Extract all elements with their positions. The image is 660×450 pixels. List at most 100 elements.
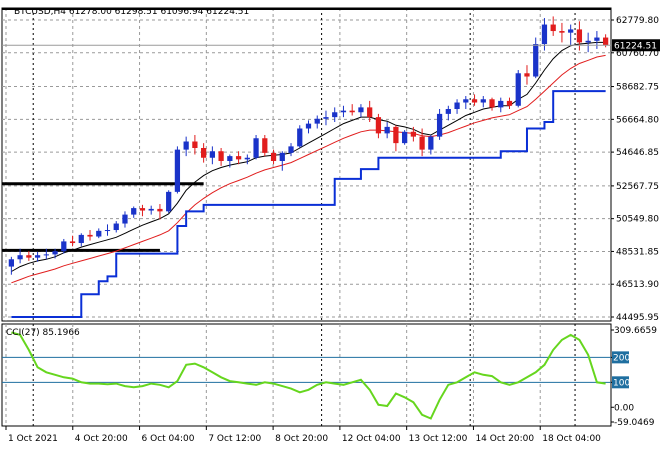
candle-bearish: [410, 131, 416, 137]
candle-bullish: [244, 157, 250, 160]
chart-title: BTCUSD,H4 61278.00 61298.51 61096.94 612…: [14, 7, 249, 17]
candle-bearish: [192, 141, 198, 148]
candle-bullish: [17, 255, 23, 260]
cci-level-label: 200: [613, 353, 630, 363]
cci-tick-label: 0.00: [614, 403, 634, 413]
candle-bullish: [34, 255, 41, 258]
time-tick-label: 7 Oct 12:00: [208, 434, 261, 444]
candle-bullish: [174, 149, 181, 192]
candle-bearish: [559, 31, 565, 33]
time-tick-label: 18 Oct 04:00: [542, 434, 601, 444]
candle-bullish: [568, 29, 574, 33]
candle-bullish: [436, 113, 443, 137]
candle-bullish: [323, 117, 329, 119]
candle-bearish: [201, 147, 207, 158]
candle-bearish: [69, 241, 76, 244]
candle-bullish: [113, 223, 119, 231]
candle-bullish: [122, 214, 128, 224]
trailing-stop-line: [11, 90, 606, 319]
candle-bullish: [148, 208, 154, 211]
cci-tick-label: 309.6659: [614, 326, 657, 336]
price-tick-label: 56664.80: [616, 115, 659, 125]
candle-bullish: [463, 99, 469, 103]
candle-bearish: [506, 100, 513, 106]
price-tick-label: 50549.80: [616, 215, 659, 225]
candle-bearish: [393, 126, 399, 144]
candle-bullish: [594, 37, 600, 41]
candle-bearish: [419, 136, 425, 150]
candle-bullish: [183, 141, 189, 150]
time-tick-label: 12 Oct 04:00: [342, 434, 401, 444]
candle-bullish: [279, 152, 285, 161]
candle-bearish: [262, 138, 268, 153]
candle-bullish: [515, 73, 521, 106]
candle-bullish: [78, 234, 84, 244]
candle-bullish: [8, 259, 14, 267]
candle-bearish: [218, 151, 224, 161]
candle-bullish: [340, 110, 347, 113]
candle-bullish: [305, 123, 312, 129]
candle-bearish: [603, 37, 609, 46]
candle-bullish: [209, 151, 215, 158]
candle-bearish: [375, 117, 382, 134]
candle-bearish: [139, 208, 146, 211]
price-tick-label: 52567.75: [616, 182, 659, 192]
candle-bullish: [297, 128, 303, 147]
cci-panel: 309.6659 200 100 0.00 -59.0469: [1, 323, 657, 428]
time-tick-label: 13 Oct 12:00: [409, 434, 468, 444]
candle-bearish: [550, 24, 556, 32]
candle-bullish: [480, 99, 486, 103]
candle-bullish: [104, 230, 111, 232]
candle-bullish: [454, 102, 460, 110]
cci-title: CCI(27) 85.1966: [6, 328, 80, 338]
cci-line: [11, 331, 606, 420]
price-tick-label: 54646.85: [616, 148, 659, 158]
candle-bullish: [533, 44, 539, 77]
ema-slow-line: [11, 54, 606, 284]
candle-bearish: [270, 152, 277, 161]
candle-bullish: [498, 100, 504, 108]
time-tick-label: 14 Oct 20:00: [475, 434, 534, 444]
current-price-badge: [612, 39, 660, 52]
candle-bearish: [524, 73, 530, 77]
candle-bullish: [166, 191, 172, 212]
candle-bullish: [43, 254, 49, 256]
candle-bullish: [402, 131, 408, 144]
price-tick-label: 48531.85: [616, 247, 659, 257]
ema-fast-line: [11, 41, 606, 272]
candle-bullish: [314, 118, 320, 124]
candle-bullish: [332, 112, 338, 118]
candle-bearish: [471, 99, 478, 103]
price-tick-label: 46513.90: [616, 280, 659, 290]
price-tick-label: 62779.80: [616, 16, 659, 26]
candle-bullish: [585, 40, 591, 43]
candle-bullish: [61, 241, 67, 252]
candle-bullish: [428, 136, 434, 150]
time-tick-label: 8 Oct 20:00: [275, 434, 328, 444]
price-tick-label: 44495.95: [616, 313, 659, 323]
price-tick-label: 60760.70: [616, 49, 659, 59]
candle-bearish: [235, 156, 242, 160]
time-axis: 1 Oct 2021 4 Oct 20:00 6 Oct 04:00 7 Oct 12…: [5, 426, 601, 444]
candle-bearish: [26, 255, 32, 258]
candle-bullish: [541, 24, 548, 45]
candle-bullish: [384, 126, 390, 134]
candle-bullish: [96, 230, 102, 237]
price-panel: 62779.80 60760.70 58682.75 56664.80 54646.85…: [1, 7, 660, 323]
cci-level-badge: [612, 376, 629, 389]
candle-bearish: [576, 29, 583, 43]
candle-bullish: [358, 107, 364, 113]
price-tick-label: 58682.75: [616, 83, 659, 93]
time-tick-label: 6 Oct 04:00: [142, 434, 195, 444]
cci-panel-frame: [1, 323, 612, 427]
candle-bearish: [489, 99, 495, 108]
candle-bullish: [52, 251, 58, 255]
cci-tick-label: -59.0469: [614, 418, 655, 428]
candle-bullish: [227, 156, 233, 161]
time-tick-label: 1 Oct 2021: [8, 434, 58, 444]
candle-bearish: [157, 208, 163, 212]
candle-bearish: [87, 234, 93, 237]
candle-bullish: [131, 208, 137, 215]
candle-bearish: [367, 107, 373, 118]
